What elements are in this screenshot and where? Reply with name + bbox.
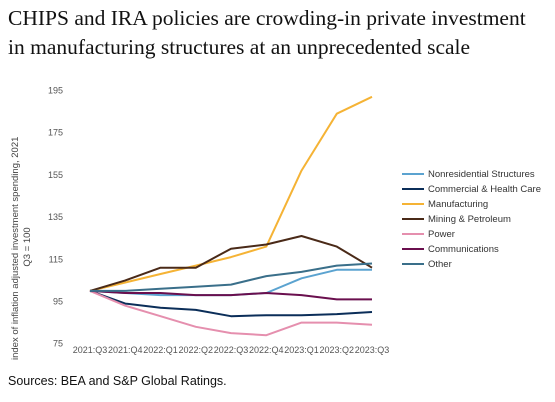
x-tick-label: 2022:Q1 — [143, 345, 178, 355]
series-line-power — [89, 289, 373, 337]
chart-title-line-1: CHIPS and IRA policies are crowding-in p… — [8, 6, 526, 30]
y-tick-label: 175 — [48, 128, 63, 138]
y-tick-label: 155 — [48, 170, 63, 180]
legend-label: Power — [428, 229, 455, 240]
legend-label: Commercial & Health Care — [428, 184, 541, 195]
x-tick-label: 2022:Q3 — [214, 345, 249, 355]
y-tick-label: 75 — [53, 339, 63, 349]
legend-label: Nonresidential Structures — [428, 169, 535, 180]
x-tick-label: 2023:Q2 — [319, 345, 354, 355]
y-axis-label-line-2: Q3 = 100 — [22, 227, 33, 266]
legend-label: Manufacturing — [428, 199, 488, 210]
legend-label: Other — [428, 259, 452, 270]
x-tick-label: 2021:Q4 — [108, 345, 143, 355]
series-line-manufacturing — [89, 95, 373, 292]
legend-label: Mining & Petroleum — [428, 214, 511, 225]
series-line-mining-petroleum — [89, 235, 373, 292]
x-tick-label: 2022:Q4 — [249, 345, 284, 355]
x-tick-label: 2023:Q1 — [284, 345, 319, 355]
y-tick-label: 95 — [53, 296, 63, 306]
y-axis-ticks: 75 95 115 135 155 175 195 — [48, 85, 63, 348]
x-axis-ticks: 2021:Q3 2021:Q4 2022:Q1 2022:Q2 2022:Q3 2022:… — [73, 345, 390, 355]
legend-label: Communications — [428, 244, 499, 255]
x-tick-label: 2023:Q3 — [355, 345, 390, 355]
y-axis-label-line-1: index of inflation adjusted investment s… — [10, 137, 21, 360]
y-tick-label: 135 — [48, 212, 63, 222]
series-line-communications — [89, 289, 372, 301]
x-tick-label: 2021:Q3 — [73, 345, 108, 355]
y-tick-label: 195 — [48, 85, 63, 95]
y-tick-label: 115 — [49, 254, 63, 264]
source-note: Sources: BEA and S&P Global Ratings. — [8, 374, 227, 388]
plot-area — [89, 95, 373, 337]
legend: Nonresidential Structures Commercial & He… — [402, 169, 541, 270]
series-line-other — [90, 262, 373, 292]
x-tick-label: 2022:Q2 — [178, 345, 213, 355]
chart-title-line-2: in manufacturing structures at an unprec… — [8, 35, 471, 59]
y-axis-label: index of inflation adjusted investment s… — [10, 134, 33, 360]
chart-title: CHIPS and IRA policies are crowding-in p… — [8, 4, 553, 62]
series-line-commercial-health-care — [89, 289, 373, 318]
